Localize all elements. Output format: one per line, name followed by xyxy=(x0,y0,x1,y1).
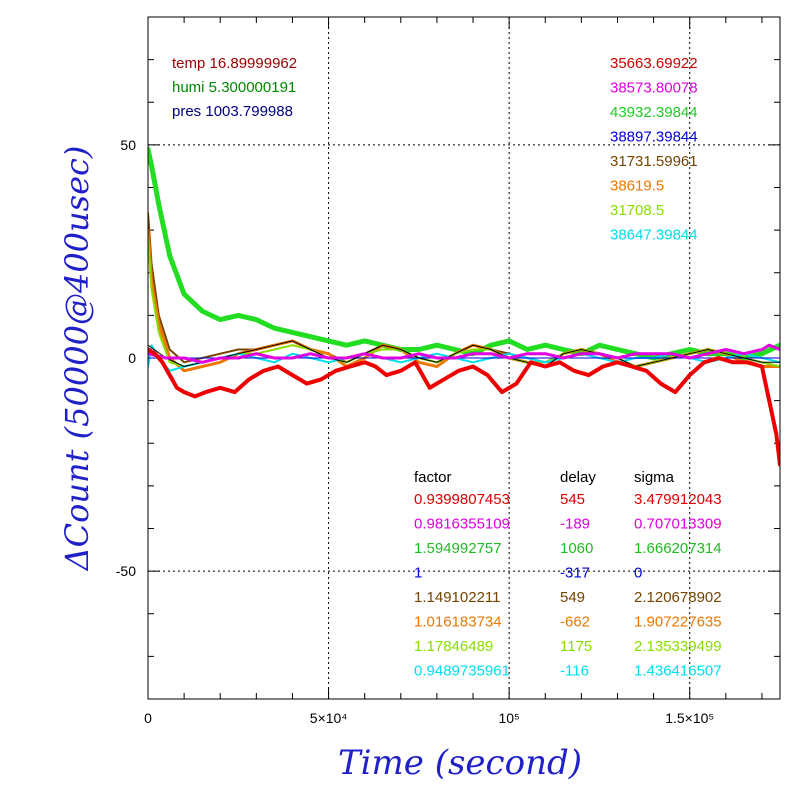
right-value-5: 38619.5 xyxy=(610,178,664,195)
table-cell-sigma: 1.436416507 xyxy=(634,663,722,680)
table-header-delay: delay xyxy=(560,469,596,486)
table-cell-delay: -189 xyxy=(560,516,590,533)
table-cell-sigma: 1.666207314 xyxy=(634,540,722,557)
stats-table: factor delay sigma 0.9399807453 545 3.4799120… xyxy=(414,469,722,680)
table-cell-sigma: 0 xyxy=(634,565,642,582)
table-cell-sigma: 2.135339499 xyxy=(634,638,722,655)
table-cell-sigma: 3.479912043 xyxy=(634,491,722,508)
x-tick-label-0: 0 xyxy=(144,710,152,726)
right-value-4: 31731.59961 xyxy=(610,153,698,170)
table-header-factor: factor xyxy=(414,469,452,486)
plot-frame xyxy=(147,16,781,700)
table-cell-delay: 1060 xyxy=(560,540,593,557)
x-tick-label-3: 1.5×10⁵ xyxy=(665,710,714,726)
right-value-1: 38573.80078 xyxy=(610,80,698,97)
right-value-6: 31708.5 xyxy=(610,202,664,219)
x-tick-label-1: 5×10⁴ xyxy=(310,710,348,726)
series-layer xyxy=(148,146,780,467)
series-line-8 xyxy=(148,347,780,467)
right-value-2: 43932.39844 xyxy=(610,104,698,121)
x-tick-label-2: 10⁵ xyxy=(498,710,519,726)
minor-ticks xyxy=(148,17,780,699)
table-cell-delay: 1175 xyxy=(560,638,592,655)
table-cell-factor: 0.9816355109 xyxy=(414,516,510,533)
env-label-0: temp 16.89999962 xyxy=(172,55,297,72)
tick-labels: 0 5×10⁴ 10⁵ 1.5×10⁵ 50 0 -50 xyxy=(116,137,714,726)
table-cell-sigma: 1.907227635 xyxy=(634,614,722,631)
table-cell-factor: 0.9489735961 xyxy=(414,663,510,680)
x-axis-title: Time (second) xyxy=(338,743,582,783)
table-cell-delay: -116 xyxy=(560,663,589,680)
right-value-3: 38897.39844 xyxy=(610,129,698,146)
table-cell-delay: 549 xyxy=(560,589,585,606)
environment-labels: temp 16.89999962 humi 5.300000191 pres 100… xyxy=(172,55,297,120)
table-cell-factor: 1 xyxy=(414,565,422,582)
table-cell-factor: 0.9399807453 xyxy=(414,491,510,508)
table-cell-sigma: 2.120678902 xyxy=(634,589,722,606)
table-cell-factor: 1.149102211 xyxy=(414,589,500,606)
table-cell-sigma: 0.707013309 xyxy=(634,516,722,533)
table-cell-factor: 1.17846489 xyxy=(414,638,493,655)
y-tick-label-2: -50 xyxy=(116,563,136,579)
table-cell-delay: -662 xyxy=(560,614,590,631)
table-cell-delay: 545 xyxy=(560,491,585,508)
table-header-sigma: sigma xyxy=(634,469,675,486)
table-cell-factor: 1.594992757 xyxy=(414,540,502,557)
table-cell-factor: 1.016183734 xyxy=(414,614,502,631)
env-label-1: humi 5.300000191 xyxy=(172,79,296,96)
table-cell-delay: -317 xyxy=(560,565,590,582)
series-line-6 xyxy=(148,340,780,367)
env-label-2: pres 1003.799988 xyxy=(172,103,293,120)
y-tick-label-1: 0 xyxy=(128,350,136,366)
right-value-0: 35663.69922 xyxy=(610,55,698,72)
right-value-list: 35663.69922 38573.80078 43932.39844 38897.3… xyxy=(610,55,698,244)
right-value-7: 38647.39844 xyxy=(610,227,698,244)
series-line-7 xyxy=(148,343,780,364)
y-tick-label-0: 50 xyxy=(120,137,136,153)
y-axis-title: ΔCount (50000@400usec) xyxy=(58,146,96,573)
